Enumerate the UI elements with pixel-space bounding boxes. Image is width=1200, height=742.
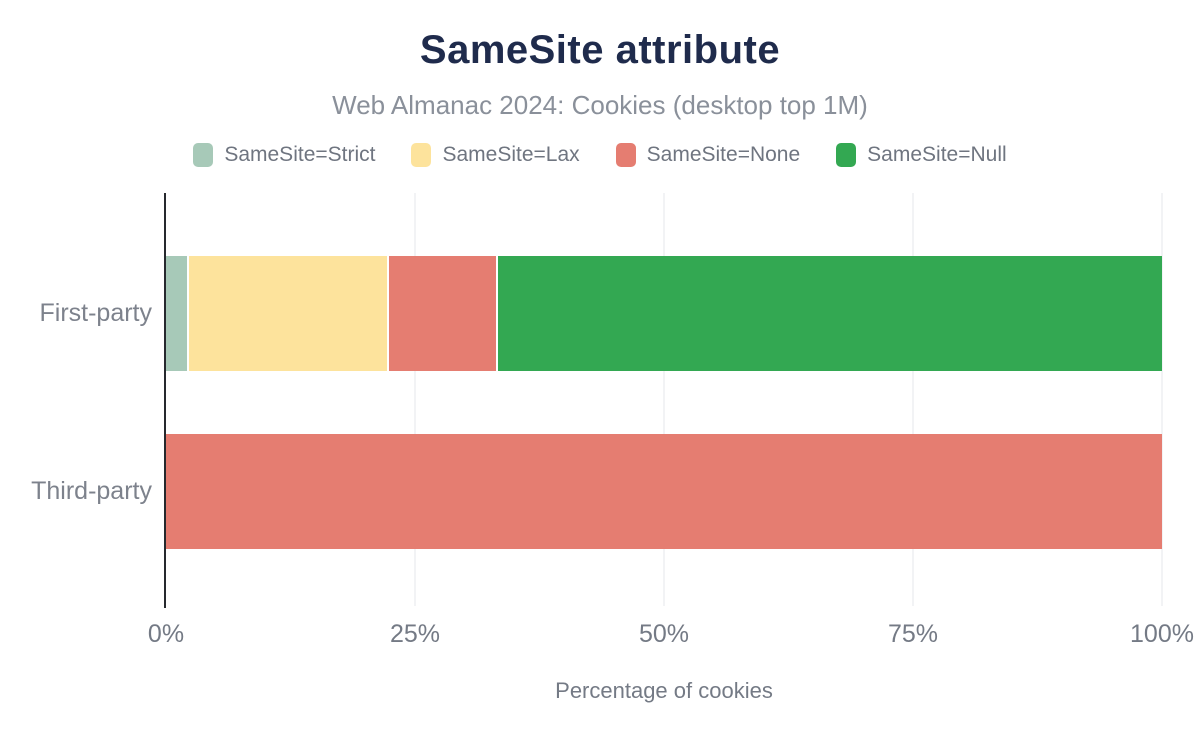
- x-tick-label-50%: 50%: [638, 620, 690, 648]
- bar-segment-strict: [166, 256, 187, 371]
- gridline-25%: [414, 193, 416, 606]
- x-tick-label-100%: 100%: [1130, 620, 1194, 648]
- legend: SameSite=Strict SameSite=Lax SameSite=No…: [0, 143, 1200, 167]
- legend-swatch-none: [615, 143, 636, 167]
- legend-label: SameSite=Null: [867, 143, 1007, 166]
- category-label-first-party: First-party: [39, 299, 153, 327]
- legend-swatch-strict: [193, 143, 214, 167]
- category-label-third-party: Third-party: [31, 477, 152, 505]
- bar-segment-null: [495, 256, 1162, 371]
- gridline-50%: [663, 193, 665, 606]
- chart-subtitle: Web Almanac 2024: Cookies (desktop top 1…: [332, 90, 868, 120]
- bar-row-first-party: [166, 256, 1162, 371]
- bar-segment-lax: [186, 256, 388, 371]
- x-tick-label-0%: 0%: [147, 620, 185, 648]
- gridline-75%: [912, 193, 914, 606]
- legend-swatch-lax: [411, 143, 432, 167]
- chart-title: SameSite attribute: [419, 28, 781, 72]
- legend-item-strict: SameSite=Strict: [193, 143, 375, 167]
- bar-row-third-party: [166, 434, 1162, 549]
- legend-item-null: SameSite=Null: [836, 143, 1007, 167]
- plot-area: 0% 25% 50% 75% 100%: [148, 193, 1194, 648]
- legend-label: SameSite=Strict: [224, 143, 376, 166]
- x-tick-label-75%: 75%: [887, 620, 939, 648]
- legend-item-lax: SameSite=Lax: [411, 143, 580, 167]
- y-axis-line: [164, 193, 166, 608]
- legend-label: SameSite=None: [646, 143, 801, 166]
- gridline-100%: [1161, 193, 1163, 606]
- x-tick-label-25%: 25%: [389, 620, 441, 648]
- x-axis-label: Percentage of cookies: [555, 678, 773, 703]
- bar-segment-none: [387, 256, 496, 371]
- bar-segment-none: [166, 434, 1162, 549]
- legend-label: SameSite=Lax: [442, 143, 580, 166]
- legend-item-none: SameSite=None: [615, 143, 801, 167]
- legend-swatch-null: [836, 143, 857, 167]
